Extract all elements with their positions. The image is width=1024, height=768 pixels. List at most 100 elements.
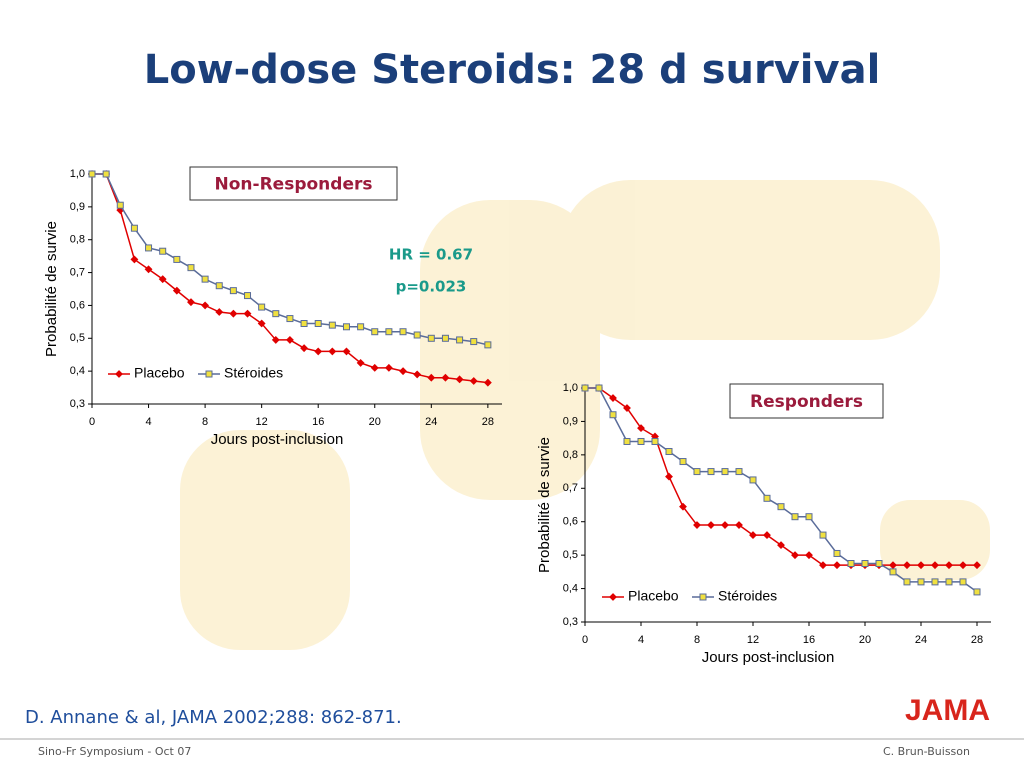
marker bbox=[847, 560, 855, 567]
marker bbox=[187, 298, 195, 307]
marker bbox=[328, 347, 337, 356]
marker bbox=[215, 282, 223, 290]
marker bbox=[595, 384, 603, 392]
marker bbox=[399, 367, 407, 376]
chart-title: Responders bbox=[750, 392, 863, 412]
marker bbox=[356, 359, 365, 367]
x-tick-label: 4 bbox=[638, 634, 644, 646]
marker bbox=[413, 331, 421, 339]
marker bbox=[357, 323, 365, 331]
chart-title: Non-Responders bbox=[215, 175, 373, 195]
marker bbox=[201, 275, 209, 283]
x-tick-label: 16 bbox=[312, 416, 324, 428]
marker bbox=[314, 320, 322, 327]
marker bbox=[427, 373, 436, 382]
marker bbox=[959, 578, 967, 586]
marker bbox=[693, 468, 701, 476]
marker bbox=[145, 244, 153, 252]
slide-title: Low-dose Steroids: 28 d survival bbox=[144, 47, 881, 93]
marker bbox=[637, 424, 645, 433]
marker bbox=[116, 201, 124, 209]
marker bbox=[889, 568, 897, 576]
legend-label: Placebo bbox=[628, 588, 679, 604]
marker bbox=[777, 503, 785, 511]
marker bbox=[258, 303, 266, 311]
marker bbox=[763, 494, 771, 502]
legend-label: Placebo bbox=[134, 365, 185, 381]
marker bbox=[229, 309, 238, 318]
marker bbox=[707, 521, 715, 529]
marker bbox=[286, 315, 294, 323]
x-tick-label: 8 bbox=[202, 416, 208, 428]
footer-left: Sino-Fr Symposium - Oct 07 bbox=[38, 745, 191, 758]
x-tick-label: 24 bbox=[915, 634, 927, 646]
marker bbox=[693, 521, 701, 529]
x-tick-label: 24 bbox=[425, 416, 437, 428]
legend-marker bbox=[205, 370, 213, 378]
marker bbox=[805, 513, 813, 521]
marker bbox=[973, 561, 981, 570]
marker bbox=[623, 437, 631, 445]
marker bbox=[130, 255, 139, 264]
y-tick-label: 0,3 bbox=[563, 616, 578, 628]
annotation: HR = 0.67 bbox=[389, 246, 473, 264]
marker bbox=[385, 328, 393, 336]
marker bbox=[441, 373, 450, 382]
legend-marker bbox=[115, 370, 123, 378]
y-axis-label: Probabilité de survie bbox=[43, 221, 60, 357]
marker bbox=[342, 323, 350, 331]
x-axis-label: Jours post-inclusion bbox=[702, 649, 835, 666]
marker bbox=[88, 170, 96, 178]
marker bbox=[102, 170, 110, 178]
logo: JAMA bbox=[905, 694, 990, 727]
marker bbox=[470, 338, 478, 346]
x-tick-label: 16 bbox=[803, 634, 815, 646]
marker bbox=[903, 561, 911, 570]
marker bbox=[791, 551, 799, 560]
marker bbox=[271, 336, 280, 344]
marker bbox=[328, 321, 336, 329]
y-axis-label: Probabilité de survie bbox=[536, 437, 553, 573]
x-tick-label: 12 bbox=[256, 416, 268, 428]
footer-right: C. Brun-Buisson bbox=[883, 745, 970, 758]
marker bbox=[159, 247, 167, 255]
marker bbox=[903, 578, 911, 586]
marker bbox=[173, 255, 181, 263]
x-tick-label: 20 bbox=[859, 634, 871, 646]
marker bbox=[609, 411, 617, 419]
marker bbox=[679, 458, 687, 466]
marker bbox=[707, 468, 715, 476]
marker bbox=[973, 588, 981, 596]
marker bbox=[749, 476, 757, 484]
marker bbox=[314, 347, 323, 356]
marker bbox=[805, 551, 813, 560]
x-axis-label: Jours post-inclusion bbox=[211, 431, 344, 448]
marker bbox=[257, 319, 266, 328]
marker bbox=[215, 308, 224, 316]
marker bbox=[300, 344, 308, 353]
x-tick-label: 0 bbox=[89, 416, 95, 428]
marker bbox=[399, 328, 407, 336]
marker bbox=[819, 531, 827, 539]
y-tick-label: 0,3 bbox=[70, 398, 85, 410]
legend-marker bbox=[699, 593, 707, 601]
legend-marker bbox=[609, 593, 617, 601]
marker bbox=[483, 378, 492, 387]
marker bbox=[272, 310, 280, 318]
y-tick-label: 0,5 bbox=[563, 549, 578, 561]
marker bbox=[144, 265, 153, 274]
marker bbox=[679, 502, 687, 511]
marker bbox=[201, 301, 210, 310]
marker bbox=[229, 287, 237, 295]
marker bbox=[931, 578, 939, 586]
marker bbox=[441, 334, 449, 342]
marker bbox=[413, 370, 422, 379]
map-decoration bbox=[180, 180, 990, 650]
y-tick-label: 0,8 bbox=[70, 234, 85, 246]
marker bbox=[342, 347, 351, 356]
marker bbox=[861, 560, 869, 567]
marker bbox=[370, 363, 379, 372]
y-tick-label: 0,7 bbox=[70, 266, 85, 278]
marker bbox=[749, 531, 757, 540]
